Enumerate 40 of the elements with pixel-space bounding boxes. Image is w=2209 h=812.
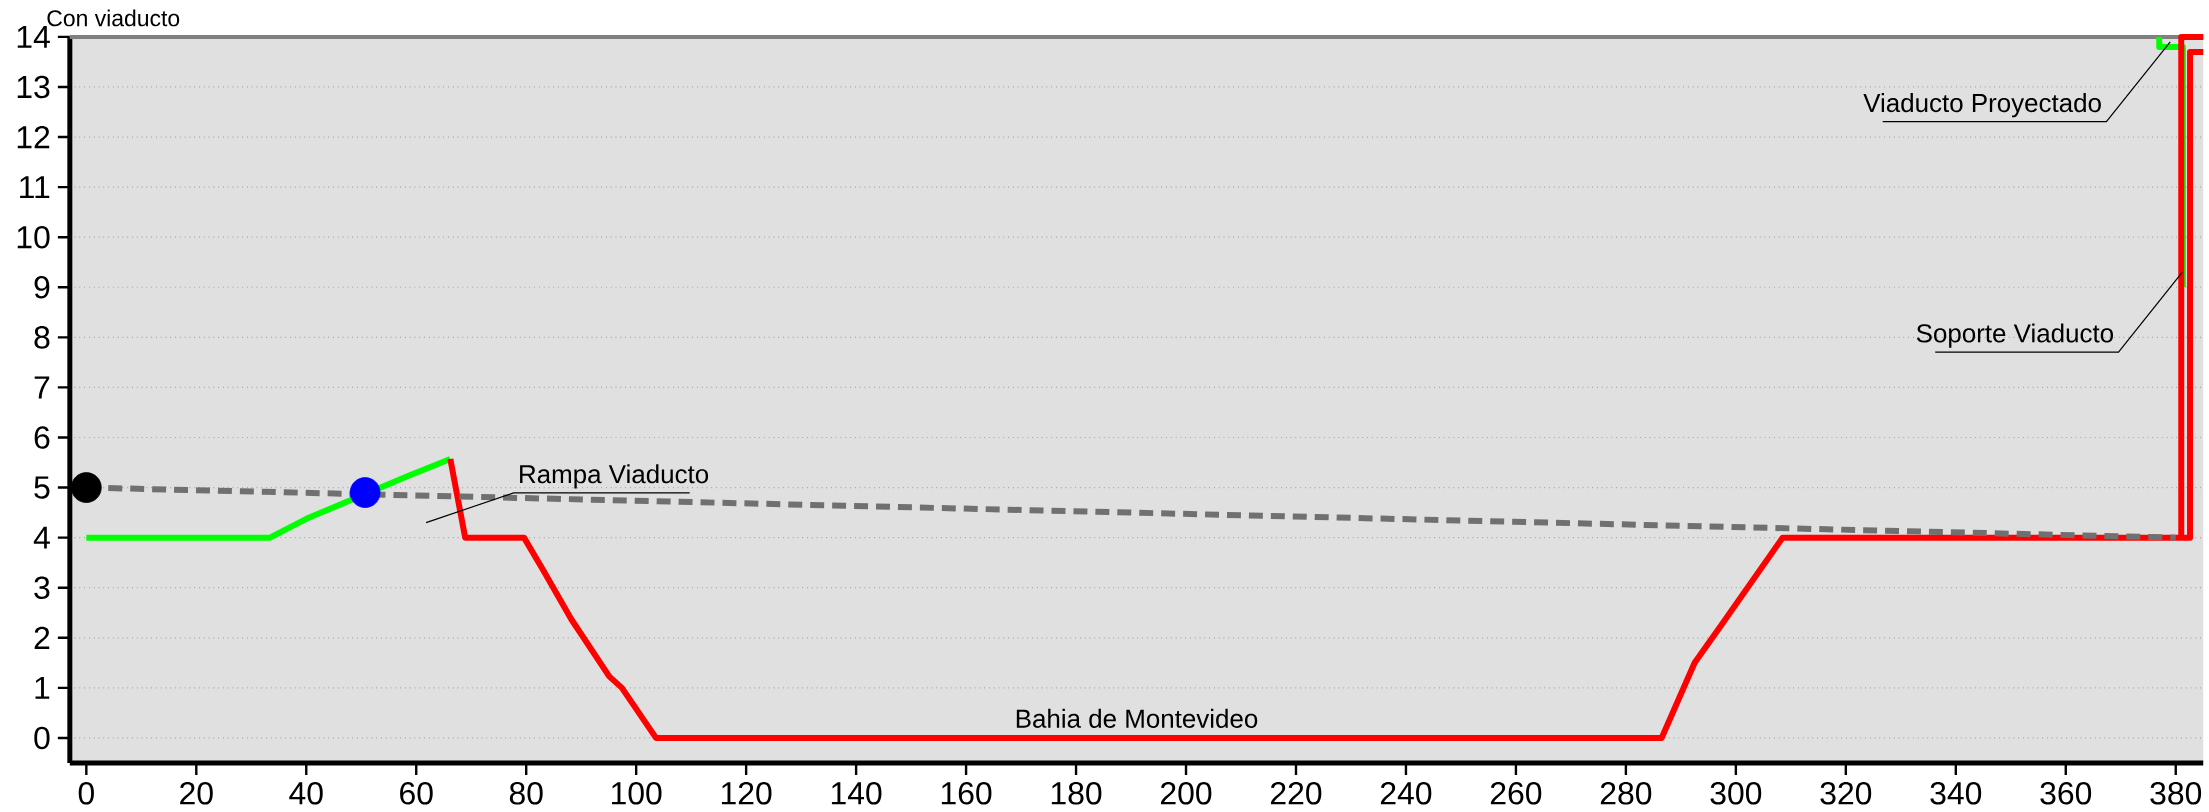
x-tick-label: 220 (1270, 782, 1322, 805)
x-tick-label: 180 (1051, 782, 1102, 805)
y-tick-label: 6 (34, 426, 50, 449)
x-tick-label: 160 (941, 782, 992, 805)
y-tick-label: 8 (34, 326, 50, 349)
y-tick-label: 0 (34, 726, 50, 750)
chart-title: Con viaducto (47, 9, 180, 27)
y-tick-label: 1 (35, 676, 50, 699)
x-tick-label: 300 (1710, 782, 1762, 805)
x-tick-label: 60 (400, 782, 433, 805)
annotation: Bahia de Montevideo (1016, 708, 1258, 728)
x-tick-label: 240 (1380, 782, 1432, 805)
x-tick-label: 40 (289, 782, 323, 805)
y-tick-label: 4 (33, 526, 50, 549)
x-tick-label: 320 (1820, 782, 1872, 805)
y-tick-label: 13 (17, 75, 50, 99)
x-tick-label: 100 (611, 782, 662, 805)
x-tick-label: 200 (1160, 782, 1212, 805)
y-tick-label: 11 (20, 176, 50, 199)
annotation: Viaducto Proyectado (1863, 93, 2101, 118)
x-tick-label: 20 (180, 782, 213, 805)
y-tick-label: 7 (34, 376, 50, 399)
x-tick-label: 120 (721, 782, 772, 805)
annotation: Soporte Viaducto (1916, 323, 2114, 348)
x-tick-label: 380 (2150, 782, 2202, 805)
x-tick-label: 0 (78, 782, 94, 805)
x-tick-label: 280 (1600, 782, 1652, 805)
y-tick-label: 14 (17, 25, 50, 48)
x-tick-label: 360 (2040, 782, 2092, 805)
y-tick-label: 12 (17, 125, 50, 149)
annotation: Rampa Viaducto (520, 464, 709, 489)
x-tick-label: 80 (509, 782, 543, 805)
y-tick-label: 3 (34, 576, 50, 600)
x-tick-label: 340 (1930, 782, 1982, 805)
y-tick-label: 2 (34, 626, 50, 650)
y-tick-label: 9 (34, 276, 50, 299)
x-tick-label: 140 (831, 782, 882, 805)
y-tick-label: 5 (34, 476, 50, 499)
y-tick-label: 10 (17, 225, 50, 249)
x-tick-label: 260 (1490, 782, 1542, 805)
